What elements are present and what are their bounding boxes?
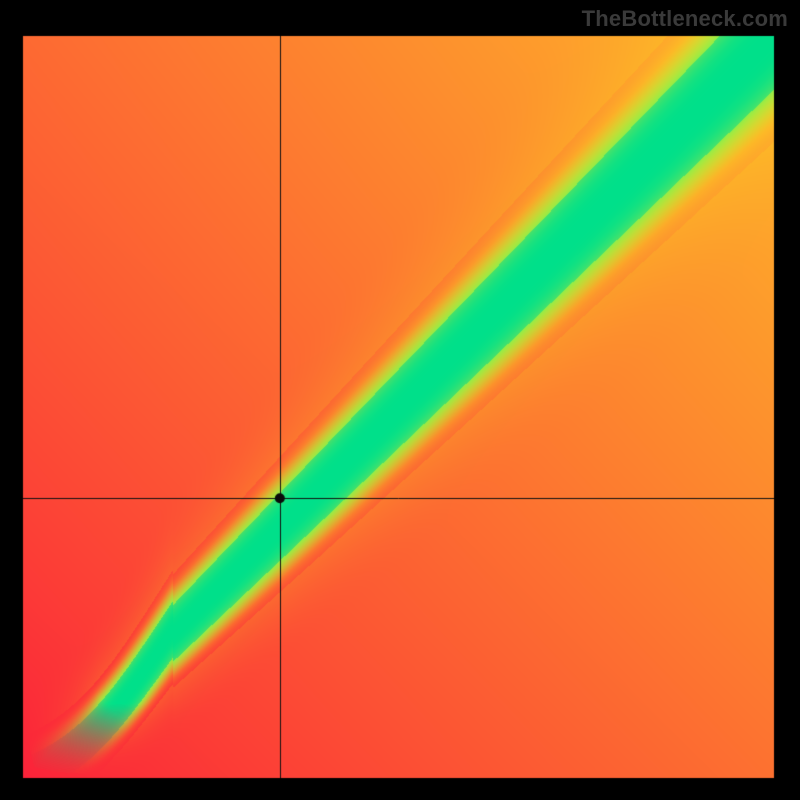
chart-container: TheBottleneck.com — [0, 0, 800, 800]
bottleneck-heatmap — [0, 0, 800, 800]
watermark-text: TheBottleneck.com — [582, 6, 788, 32]
